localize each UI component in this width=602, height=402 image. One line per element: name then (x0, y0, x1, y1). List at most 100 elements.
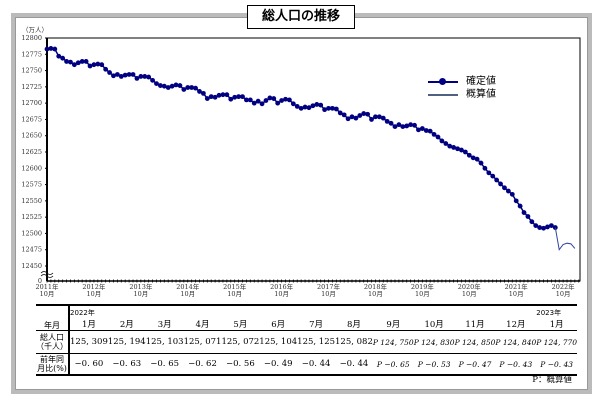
month-header: 2023年 1月 (536, 304, 578, 331)
month-label: 3月 (157, 320, 172, 330)
y-tick-label: 12500 (21, 229, 42, 237)
series-estimate-line (554, 227, 576, 251)
footnote: P：概算値 (532, 375, 572, 385)
data-point-confirmed (91, 62, 97, 68)
data-point-confirmed (208, 94, 214, 100)
y-tick-label: 12525 (21, 213, 42, 221)
population-cell: 125, 103 (145, 330, 184, 354)
data-point-confirmed (244, 97, 249, 103)
data-point-confirmed (255, 98, 261, 104)
data-point-confirmed (287, 97, 292, 103)
month-label: 5月 (233, 320, 248, 330)
data-point-confirmed (118, 74, 124, 79)
data-point-confirmed (396, 122, 402, 128)
y-tick-label: 12575 (21, 181, 42, 189)
data-point-confirmed (486, 170, 492, 176)
data-point-confirmed (298, 105, 304, 111)
data-point-confirmed (302, 104, 308, 110)
data-point-confirmed (201, 90, 206, 96)
data-point-confirmed (482, 165, 488, 171)
x-tick-month: 10月 (180, 290, 195, 298)
month-label: 11月 (465, 320, 485, 330)
data-point-confirmed (126, 72, 132, 77)
data-point-confirmed (79, 59, 85, 64)
data-point-confirmed (314, 102, 320, 107)
month-label: 9月 (386, 320, 401, 330)
data-point-confirmed (466, 152, 472, 158)
data-point-confirmed (408, 122, 414, 128)
data-point-confirmed (279, 98, 284, 103)
data-point-confirmed (204, 96, 210, 101)
data-point-confirmed (384, 118, 390, 124)
data-point-confirmed (333, 106, 339, 112)
data-point-confirmed (259, 101, 265, 107)
population-table: 年月 2022年 1月 2月 3月 4月 5月 6月 7月 8月 9月 10月 11月 12月 2023年 1… (36, 304, 578, 376)
year-label: 2023年 (536, 309, 562, 317)
population-cell: 125, 194 (107, 330, 146, 354)
population-cell: 125, 082 (335, 330, 373, 354)
x-tick-year: 2011年 (35, 282, 59, 291)
data-point-confirmed (275, 100, 281, 106)
data-point-confirmed (376, 114, 382, 120)
data-point-confirmed (373, 114, 378, 120)
population-cell: 125, 071 (183, 330, 222, 354)
data-point-confirmed (99, 62, 105, 68)
month-label: 2月 (119, 320, 134, 330)
y-tick-label: 12650 (21, 132, 42, 140)
x-tick-year: 2022年 (552, 282, 576, 291)
data-point-confirmed (83, 59, 89, 64)
data-point-confirmed (154, 81, 159, 86)
y-tick-label: 12450 (21, 262, 42, 270)
data-point-confirmed (220, 92, 226, 98)
month-header: 5月 (221, 304, 260, 331)
data-point-confirmed (114, 72, 120, 77)
data-point-confirmed (161, 83, 167, 89)
data-point-confirmed (146, 74, 152, 80)
pop-label-1: 総人口 (40, 333, 64, 342)
month-label: 7月 (309, 320, 324, 330)
data-point-confirmed (185, 85, 191, 90)
y-tick-label: 12725 (21, 83, 42, 91)
change-cell: −0. 60 (69, 353, 108, 376)
population-cell: P 124, 840 (495, 330, 537, 354)
data-point-confirmed (75, 60, 81, 66)
month-header: 2月 (107, 304, 146, 331)
change-cell: P −0. 65 (372, 353, 414, 376)
chart-title: 総人口の推移 (247, 5, 355, 29)
month-header: 6月 (259, 304, 298, 331)
month-label: 4月 (195, 320, 210, 330)
data-point-confirmed (459, 147, 464, 153)
y-unit-label: （万人） (22, 26, 48, 34)
data-point-confirmed (412, 122, 417, 128)
data-point-confirmed (392, 124, 398, 129)
data-point-confirmed (502, 185, 507, 191)
data-point-confirmed (290, 101, 296, 107)
population-cell: 125, 072 (221, 330, 260, 354)
month-header: 10月 (413, 304, 455, 331)
data-point-confirmed (122, 72, 128, 78)
population-cell: P 124, 750 (372, 330, 414, 354)
data-point-confirmed (173, 82, 179, 88)
data-point-confirmed (294, 104, 300, 109)
data-point-confirmed (193, 85, 198, 91)
data-point-confirmed (52, 46, 58, 52)
data-point-confirmed (177, 83, 183, 88)
x-tick-month: 10月 (509, 290, 524, 298)
data-point-confirmed (326, 105, 331, 111)
data-point-confirmed (380, 115, 386, 121)
month-header: 8月 (335, 304, 373, 331)
population-line-chart: （万人）12800 12775 12750 12725 12700 12675 12650 1… (21, 26, 581, 298)
data-point-confirmed (71, 62, 77, 68)
data-point-confirmed (267, 95, 273, 101)
data-point-confirmed (541, 225, 546, 231)
data-point-confirmed (427, 128, 433, 134)
data-point-confirmed (431, 132, 437, 137)
data-point-confirmed (68, 59, 73, 65)
data-point-confirmed (451, 145, 457, 150)
data-point-confirmed (345, 116, 351, 122)
data-point-confirmed (103, 66, 109, 72)
data-point-confirmed (56, 53, 62, 59)
row-header-change: 前年同 月比(%) (36, 353, 70, 376)
data-point-confirmed (478, 160, 484, 166)
data-point-confirmed (165, 85, 171, 90)
